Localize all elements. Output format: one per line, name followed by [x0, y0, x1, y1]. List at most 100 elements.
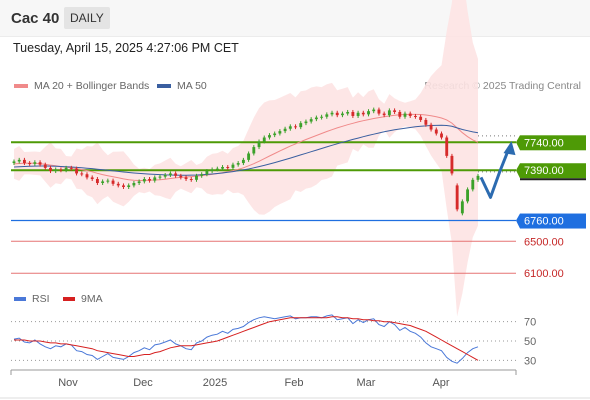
candle-body	[101, 181, 105, 184]
candle-body	[69, 167, 73, 169]
candle-body	[341, 113, 344, 116]
candle-body	[309, 119, 313, 122]
candle-body	[304, 121, 308, 124]
candle-body	[215, 168, 219, 170]
candle-body	[85, 174, 89, 178]
candle-body	[241, 159, 245, 164]
candle-body	[273, 133, 277, 136]
candle-body	[393, 110, 397, 112]
candle-body	[33, 162, 37, 164]
rsi-tick-30: 30	[524, 355, 536, 367]
legend-9ma-label: 9MA	[81, 293, 103, 305]
candle-body	[54, 169, 58, 172]
candle-body	[325, 114, 329, 117]
rsi-ma-line	[14, 316, 479, 361]
ma20-swatch	[14, 84, 28, 89]
candle-body	[236, 163, 240, 165]
candle-body	[262, 137, 266, 142]
candle-body	[476, 175, 480, 180]
legend-ma50-label: MA 50	[177, 80, 207, 92]
candle-body	[398, 111, 402, 117]
support-label-tip	[516, 213, 520, 229]
candle-body	[335, 112, 339, 116]
candle-body	[231, 164, 235, 168]
candle-body	[299, 123, 303, 128]
candle-body	[445, 137, 449, 156]
candle-body	[106, 180, 110, 182]
rsi-tick-70: 70	[524, 317, 536, 329]
x-tick-label: Nov	[58, 377, 78, 389]
candle-body	[80, 173, 84, 175]
candle-body	[283, 128, 287, 132]
candle-body	[252, 147, 256, 154]
legend-rsi-label: RSI	[32, 293, 50, 305]
support-label-box	[520, 213, 586, 229]
resistance-label-1: 7390.00	[524, 165, 564, 177]
candle-body	[179, 175, 183, 178]
candle-body	[28, 163, 32, 165]
candle-body	[200, 174, 204, 176]
candle-body	[288, 126, 292, 129]
candle-body	[408, 113, 412, 116]
instrument-title: Cac 40	[11, 10, 60, 27]
resistance-label-tip-1	[516, 163, 520, 179]
candle-body	[90, 177, 94, 180]
candle-body	[424, 119, 428, 125]
candle-body	[22, 159, 26, 164]
candle-body	[205, 171, 209, 175]
candle-body	[429, 124, 433, 130]
candle-body	[257, 141, 261, 148]
candle-body	[294, 126, 297, 128]
candle-body	[314, 117, 318, 120]
ma50-line	[13, 124, 479, 176]
bollinger-band	[14, 0, 478, 317]
rsi-line	[13, 314, 479, 364]
candle-body	[377, 109, 381, 114]
x-tick-label: Apr	[432, 377, 449, 389]
candle-body	[132, 183, 136, 186]
x-tick-label: Dec	[133, 377, 153, 389]
candle-body	[64, 167, 68, 171]
candle-body	[466, 189, 470, 202]
legend-ma20: MA 20 + Bollinger Bands	[14, 80, 149, 92]
legend-ma50: MA 50	[157, 80, 207, 92]
target-label-4: 6100.00	[524, 268, 564, 280]
candle-body	[184, 177, 188, 180]
rsi-swatch	[14, 297, 26, 302]
x-tick-label: Feb	[285, 377, 304, 389]
candle-body	[382, 113, 386, 116]
candle-body	[195, 175, 198, 180]
candle-body	[75, 168, 78, 174]
candle-body	[127, 185, 131, 188]
candle-body	[142, 179, 146, 182]
candle-body	[122, 185, 125, 188]
ma9-swatch	[63, 297, 75, 302]
candle-body	[268, 135, 271, 138]
candle-body	[137, 181, 141, 184]
candle-body	[419, 116, 423, 120]
candle-body	[221, 167, 224, 169]
resistance-label-box-1	[520, 163, 586, 179]
candle-body	[12, 161, 16, 164]
resistance-label-box-0	[520, 135, 586, 151]
candle-body	[372, 109, 376, 112]
resistance-label-0: 7740.00	[524, 137, 564, 149]
candle-body	[387, 110, 391, 116]
timestamp: Tuesday, April 15, 2025 4:27:06 PM CET	[13, 41, 239, 55]
candle-body	[278, 131, 282, 134]
legend-9ma: 9MA	[63, 293, 103, 305]
candle-body	[450, 155, 454, 174]
candle-body	[320, 116, 324, 118]
candle-body	[403, 113, 407, 117]
candle-body	[356, 112, 360, 116]
candle-body	[330, 112, 334, 115]
legend-rsi: RSI	[14, 293, 50, 305]
candle-body	[471, 179, 475, 190]
x-tick-label: 2025	[203, 377, 227, 389]
candle-body	[367, 111, 370, 115]
candle-body	[174, 173, 178, 176]
candle-body	[95, 179, 99, 184]
candle-body	[210, 169, 214, 172]
period-selector-button[interactable]: DAILY	[64, 7, 110, 29]
